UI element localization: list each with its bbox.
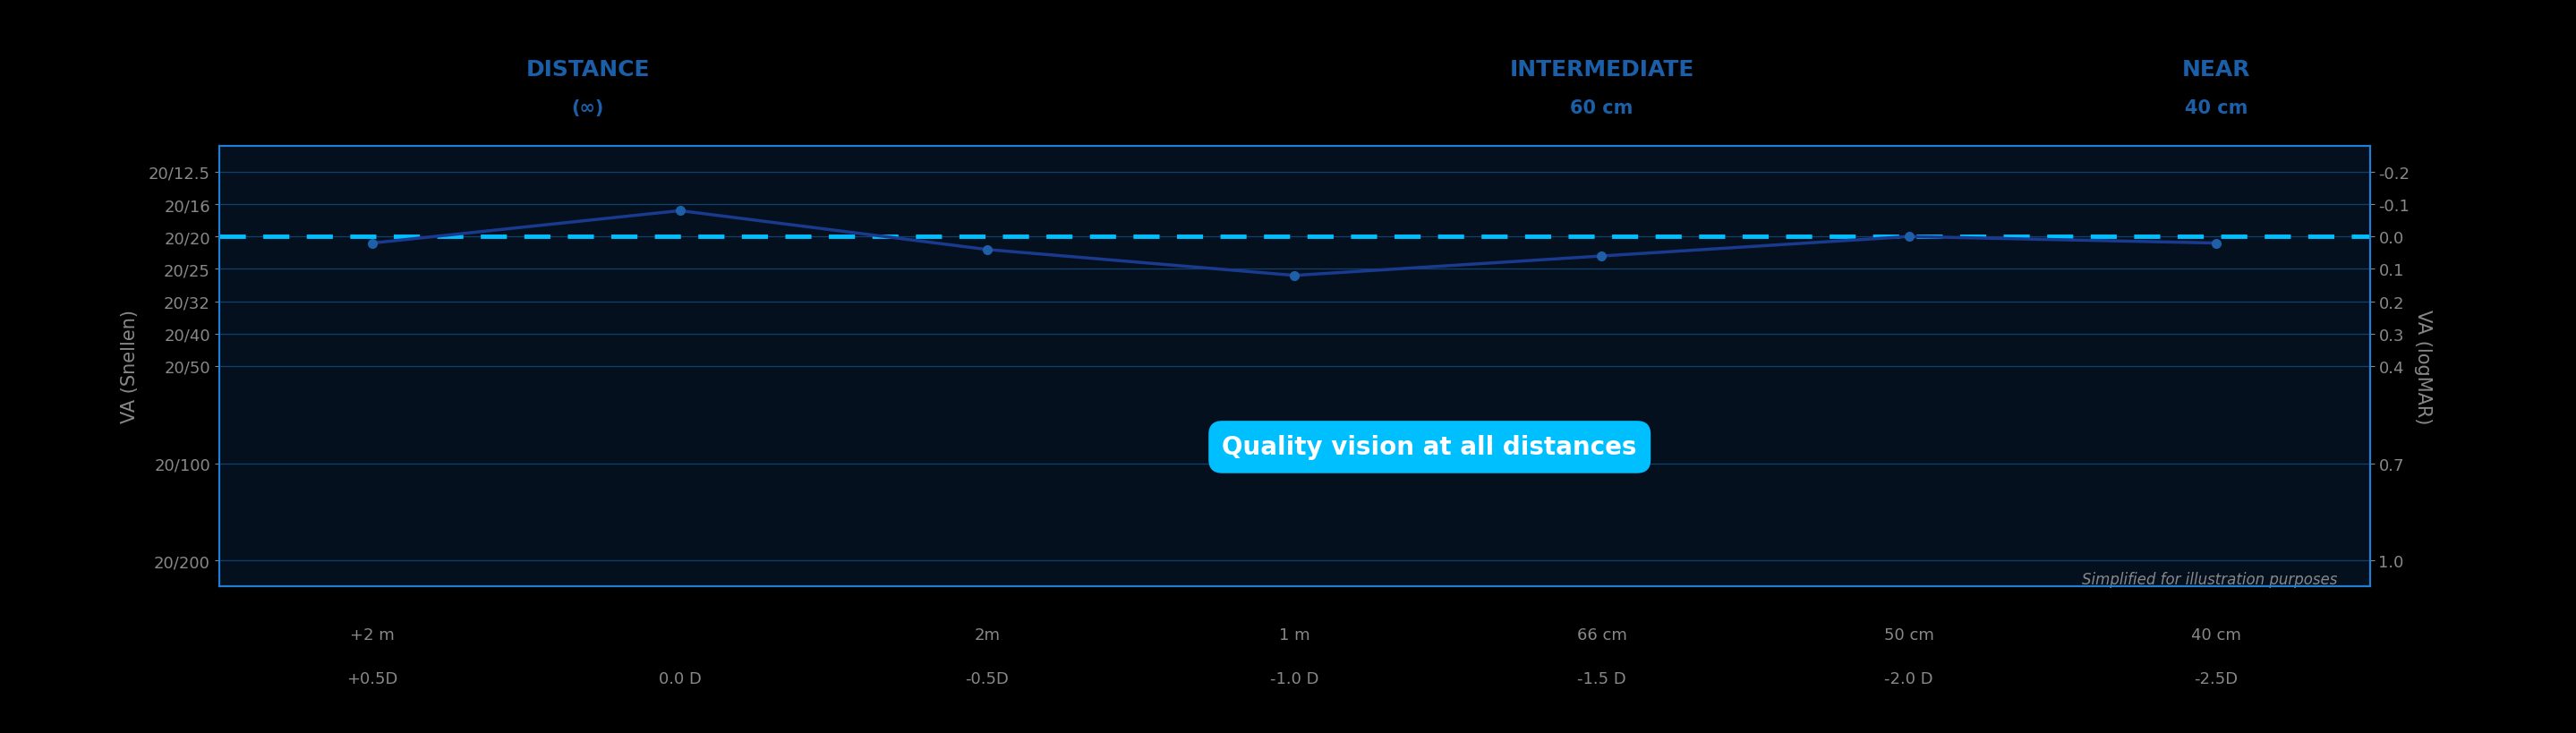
Text: 40 cm: 40 cm: [2192, 627, 2241, 643]
Text: -2.0 D: -2.0 D: [1886, 671, 1935, 687]
Text: NEAR: NEAR: [2182, 59, 2251, 81]
Y-axis label: VA (logMAR): VA (logMAR): [2414, 309, 2432, 424]
Text: -1.0 D: -1.0 D: [1270, 671, 1319, 687]
Text: 60 cm: 60 cm: [1571, 100, 1633, 117]
Text: -2.5D: -2.5D: [2195, 671, 2239, 687]
Text: 66 cm: 66 cm: [1577, 627, 1625, 643]
Text: -1.5 D: -1.5 D: [1577, 671, 1625, 687]
Text: DISTANCE: DISTANCE: [526, 59, 649, 81]
Text: (∞): (∞): [572, 100, 603, 117]
Text: 2m: 2m: [974, 627, 999, 643]
Text: 0.0 D: 0.0 D: [659, 671, 701, 687]
Text: +0.5D: +0.5D: [348, 671, 399, 687]
Text: INTERMEDIATE: INTERMEDIATE: [1510, 59, 1695, 81]
Text: Simplified for illustration purposes: Simplified for illustration purposes: [2081, 571, 2336, 587]
Y-axis label: VA (Snellen): VA (Snellen): [121, 310, 139, 423]
Text: 1 m: 1 m: [1278, 627, 1311, 643]
Text: +2 m: +2 m: [350, 627, 394, 643]
Text: -0.5D: -0.5D: [966, 671, 1010, 687]
Text: 40 cm: 40 cm: [2184, 100, 2249, 117]
Text: Quality vision at all distances: Quality vision at all distances: [1221, 435, 1638, 460]
Text: 50 cm: 50 cm: [1883, 627, 1935, 643]
